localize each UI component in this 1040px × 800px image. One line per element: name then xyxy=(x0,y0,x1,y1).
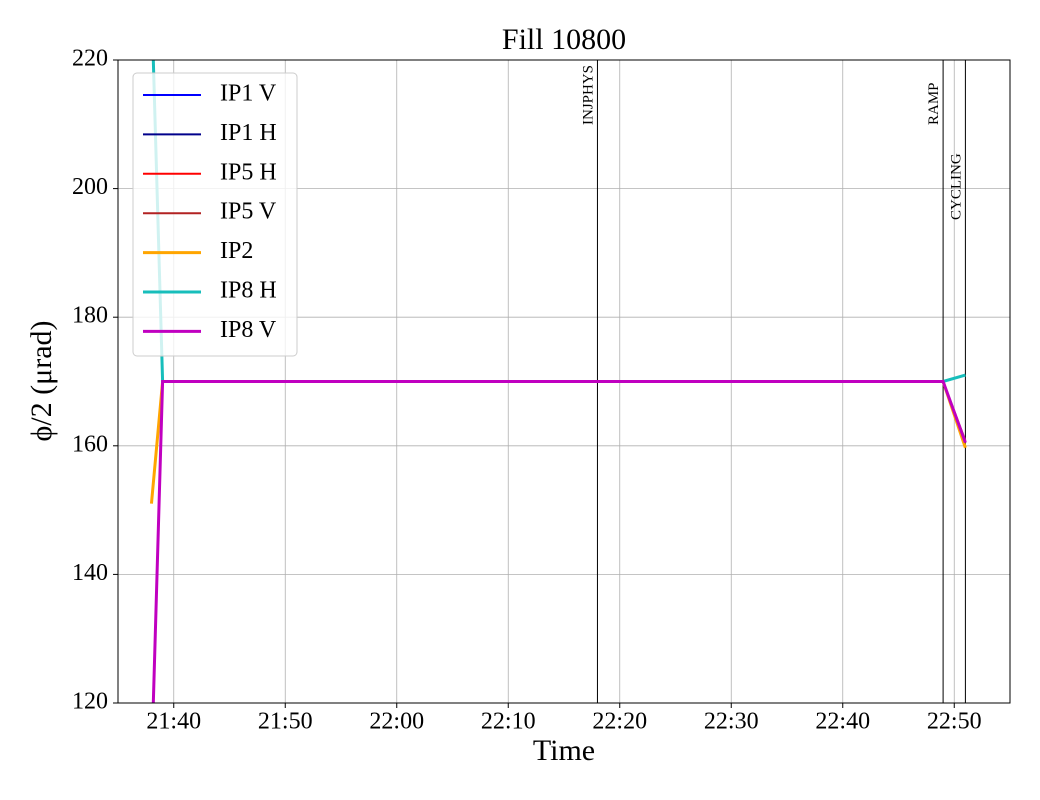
x-tick-label: 21:50 xyxy=(258,709,313,735)
chart-title: Fill 10800 xyxy=(502,23,626,56)
legend-label: IP2 xyxy=(220,238,253,264)
x-tick-label: 22:10 xyxy=(481,709,536,735)
y-tick-label: 220 xyxy=(72,46,108,72)
plot-area xyxy=(149,60,967,703)
x-tick-label: 22:40 xyxy=(815,709,870,735)
annotation-label: CYCLING xyxy=(948,153,964,220)
x-tick-label: 22:50 xyxy=(927,709,982,735)
y-tick-label: 180 xyxy=(72,303,108,329)
annotation-label: RAMP xyxy=(926,82,942,125)
plot-frame xyxy=(117,59,1011,704)
annotation-label: INJPHYS xyxy=(580,65,596,125)
x-axis-label: Time xyxy=(533,734,595,767)
y-tick-label: 160 xyxy=(72,431,108,457)
x-tick-label: 22:30 xyxy=(704,709,759,735)
x-tick-label: 22:20 xyxy=(592,709,647,735)
y-tick-label: 120 xyxy=(72,689,108,715)
legend: IP1 V IP1 H IP5 H IP5 V IP2 IP8 H IP8 V xyxy=(132,72,298,357)
x-tick-label: 21:40 xyxy=(146,709,201,735)
legend-label: IP1 V xyxy=(220,81,277,107)
legend-label: IP8 V xyxy=(220,317,277,343)
legend-box xyxy=(132,72,298,357)
y-axis-label: ϕ/2 (μrad) xyxy=(25,321,58,442)
series-line xyxy=(151,380,967,703)
series-line xyxy=(149,380,967,504)
legend-label: IP5 H xyxy=(220,159,277,185)
y-tick-label: 200 xyxy=(72,174,108,200)
legend-label: IP8 H xyxy=(220,278,277,304)
legend-label: IP5 V xyxy=(220,199,277,225)
legend-label: IP1 H xyxy=(220,120,277,146)
y-tick-label: 140 xyxy=(72,560,108,586)
x-tick-label: 22:00 xyxy=(369,709,424,735)
